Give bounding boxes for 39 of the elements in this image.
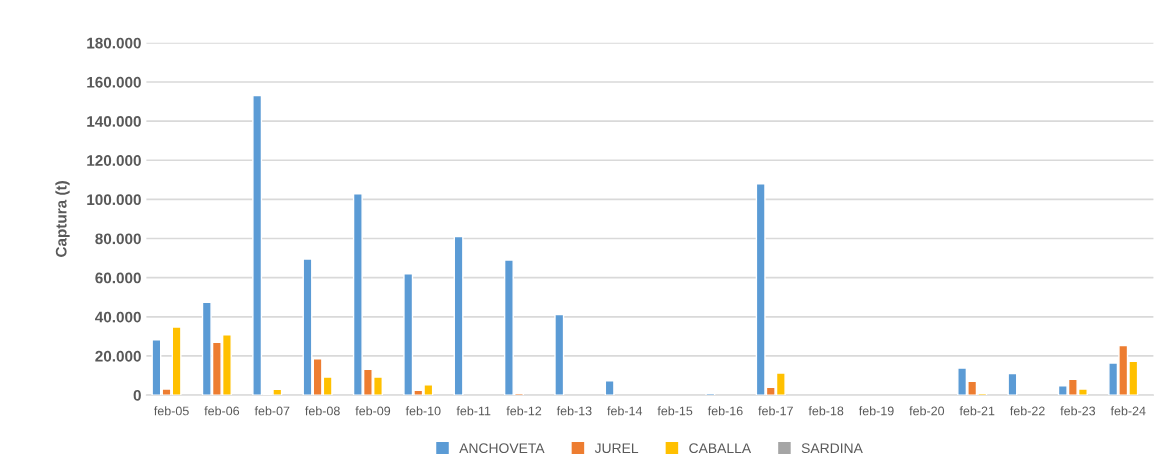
x-tick-label: feb-22 bbox=[1010, 406, 1045, 416]
y-tick-label: 100.000 bbox=[87, 194, 141, 206]
x-tick-label: feb-14 bbox=[607, 406, 643, 416]
x-tick-label: feb-06 bbox=[204, 406, 240, 416]
y-tick-label: 40.000 bbox=[95, 311, 141, 323]
x-tick-label: feb-10 bbox=[405, 406, 441, 416]
x-tick-label: feb-13 bbox=[556, 406, 592, 416]
y-tick-label: 120.000 bbox=[87, 155, 141, 166]
x-tick-label: feb-05 bbox=[154, 406, 189, 416]
y-tick-label: 180.000 bbox=[87, 37, 141, 49]
legend-label: CABALLA bbox=[689, 443, 752, 454]
y-tick-label: 60.000 bbox=[95, 272, 141, 284]
y-tick-label: 20.000 bbox=[95, 350, 141, 362]
legend-label: SARDINA bbox=[801, 443, 863, 454]
x-tick-label: feb-18 bbox=[808, 406, 844, 416]
x-tick-label: feb-20 bbox=[909, 406, 945, 416]
x-tick-label: feb-17 bbox=[758, 406, 793, 416]
x-tick-label: feb-11 bbox=[456, 406, 491, 416]
x-tick-label: feb-15 bbox=[657, 406, 693, 416]
legend-label: ANCHOVETA bbox=[459, 443, 545, 454]
bar bbox=[1007, 372, 1018, 396]
y-tick-label: 80.000 bbox=[95, 233, 141, 245]
x-tick-label: feb-23 bbox=[1060, 406, 1096, 416]
y-tick-label: 0 bbox=[133, 389, 141, 401]
x-tick-label: feb-19 bbox=[858, 406, 894, 416]
x-tick-label: feb-12 bbox=[506, 406, 542, 416]
legend-label: JUREL bbox=[594, 443, 639, 454]
y-tick-label: 160.000 bbox=[87, 76, 141, 88]
y-axis-title: Captura (t) bbox=[55, 181, 70, 257]
x-tick-label: feb-07 bbox=[254, 406, 290, 416]
x-tick-label: feb-21 bbox=[959, 406, 995, 416]
y-tick-label: 140.000 bbox=[87, 115, 141, 127]
x-tick-label: feb-16 bbox=[707, 406, 743, 416]
bar bbox=[604, 380, 615, 396]
bar bbox=[554, 313, 565, 396]
x-tick-label: feb-08 bbox=[305, 406, 340, 416]
bar bbox=[453, 235, 464, 396]
x-tick-label: feb-24 bbox=[1110, 406, 1146, 416]
x-tick-label: feb-09 bbox=[355, 406, 391, 416]
